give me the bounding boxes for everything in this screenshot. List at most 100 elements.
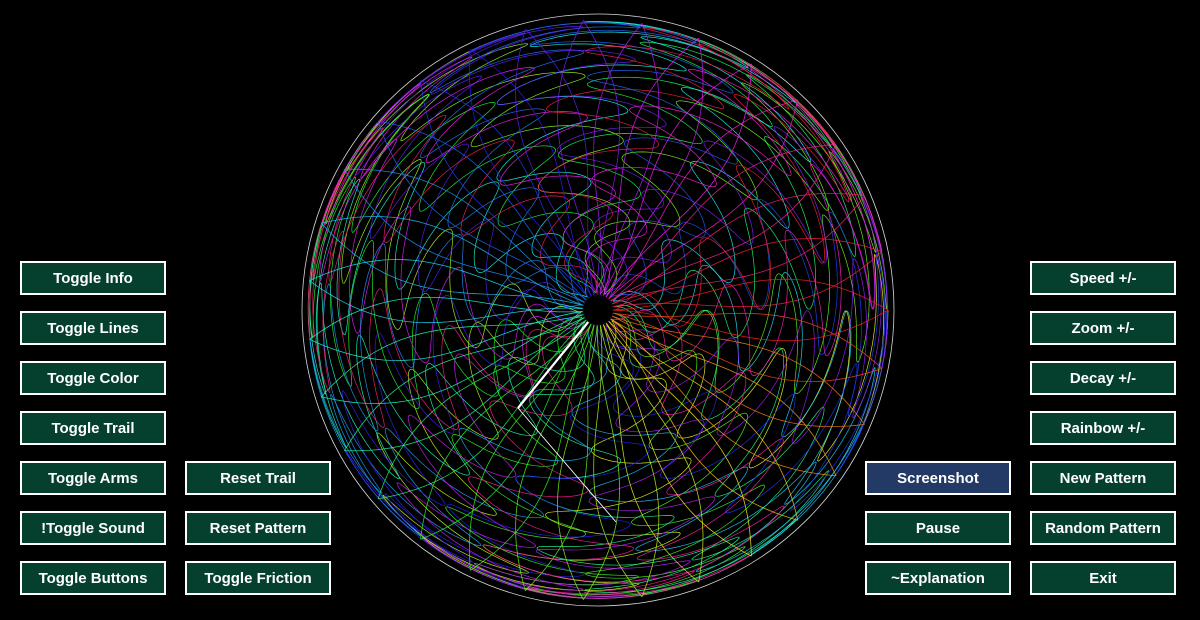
trail-segment xyxy=(418,145,596,294)
toggle-trail-button[interactable]: Toggle Trail xyxy=(20,411,166,445)
petal-line xyxy=(321,313,587,405)
petal-line xyxy=(321,313,587,398)
reset-trail-button[interactable]: Reset Trail xyxy=(185,461,331,495)
trail-segment xyxy=(588,325,705,512)
trail-segment xyxy=(537,106,660,293)
decay-button[interactable]: Decay +/- xyxy=(1030,361,1176,395)
reset-pattern-button[interactable]: Reset Pattern xyxy=(185,511,331,545)
petal-line xyxy=(309,280,587,324)
trail-segment xyxy=(473,496,716,599)
petal-line xyxy=(515,321,596,591)
new-pattern-button[interactable]: New Pattern xyxy=(1030,461,1176,495)
trail-segment xyxy=(325,51,470,303)
trail-segment xyxy=(378,26,637,122)
petal-line xyxy=(609,278,889,311)
explanation-button[interactable]: ~Explanation xyxy=(865,561,1011,595)
trail-segment xyxy=(613,161,790,311)
petal-line xyxy=(603,319,752,557)
petal-line xyxy=(606,99,798,302)
petal-line xyxy=(321,215,587,307)
petal-line xyxy=(607,144,837,304)
trail-segment xyxy=(615,207,809,338)
trail-segment xyxy=(384,493,631,589)
pattern-canvas[interactable] xyxy=(300,10,900,610)
toggle-sound-button[interactable]: !Toggle Sound xyxy=(20,511,166,545)
trail-segment xyxy=(409,292,583,410)
petal-line xyxy=(609,251,883,308)
trail-segment xyxy=(387,234,582,368)
petal-line xyxy=(525,321,596,591)
trail-segment xyxy=(307,246,469,480)
exit-button[interactable]: Exit xyxy=(1030,561,1176,595)
petal-line xyxy=(344,315,588,452)
petal-line xyxy=(377,120,590,303)
petal-line xyxy=(468,320,594,571)
trail-segment xyxy=(309,243,389,494)
petal-line xyxy=(470,320,594,571)
toggle-buttons-button[interactable]: Toggle Buttons xyxy=(20,561,166,595)
petal-line xyxy=(593,23,643,299)
petal-line xyxy=(599,23,660,299)
trail-segment xyxy=(794,103,883,357)
trail-segment xyxy=(307,114,447,339)
zoom-button[interactable]: Zoom +/- xyxy=(1030,311,1176,345)
trail-segment xyxy=(515,327,650,520)
petal-line xyxy=(606,99,799,302)
toggle-lines-button[interactable]: Toggle Lines xyxy=(20,311,166,345)
trail-segment xyxy=(499,111,616,294)
trail-segment xyxy=(471,325,591,498)
trail-segment xyxy=(310,171,389,428)
petal-line xyxy=(344,315,588,451)
petal-line xyxy=(344,169,588,305)
trail-segment xyxy=(611,320,787,441)
petal-line xyxy=(607,316,837,476)
petal-line xyxy=(525,29,596,299)
arm-primary xyxy=(517,309,599,409)
toggle-color-button[interactable]: Toggle Color xyxy=(20,361,166,395)
center-hub xyxy=(582,294,614,326)
petal-line xyxy=(608,314,865,428)
trail-segment xyxy=(417,145,582,320)
rainbow-button[interactable]: Rainbow +/- xyxy=(1030,411,1176,445)
trail-segment xyxy=(396,414,584,596)
petal-line xyxy=(601,37,699,299)
pendulum-arms xyxy=(517,309,617,523)
trail-segment xyxy=(447,108,582,306)
petal-line xyxy=(344,168,588,305)
petal-line xyxy=(321,222,587,307)
trail-segment xyxy=(321,56,535,223)
petal-line xyxy=(377,120,590,303)
screenshot-button[interactable]: Screenshot xyxy=(865,461,1011,495)
trail-segment xyxy=(612,264,803,372)
trail-segment xyxy=(571,325,727,503)
toggle-friction-button[interactable]: Toggle Friction xyxy=(185,561,331,595)
petal-line xyxy=(608,195,865,306)
petal-line xyxy=(609,238,883,308)
petal-line xyxy=(599,321,660,597)
petal-line xyxy=(582,20,620,299)
trail-segment xyxy=(547,320,692,514)
petal-line xyxy=(309,259,587,310)
petal-line xyxy=(603,63,752,301)
trail-segment xyxy=(394,181,587,298)
petal-line xyxy=(557,20,598,299)
toggle-info-button[interactable]: Toggle Info xyxy=(20,261,166,295)
guide-circle xyxy=(301,13,895,607)
trail-segment xyxy=(387,317,591,430)
trail-segment xyxy=(395,289,582,434)
trail-segment xyxy=(470,125,631,295)
arm-secondary xyxy=(517,407,617,523)
random-pattern-button[interactable]: Random Pattern xyxy=(1030,511,1176,545)
toggle-arms-button[interactable]: Toggle Arms xyxy=(20,461,166,495)
pause-button[interactable]: Pause xyxy=(865,511,1011,545)
speed-button[interactable]: Speed +/- xyxy=(1030,261,1176,295)
trail-segment xyxy=(612,229,795,377)
trail-segment xyxy=(603,140,754,295)
trail-segment xyxy=(421,139,598,293)
petal-line xyxy=(593,321,643,597)
trail-segment xyxy=(725,310,887,514)
trail-segment xyxy=(697,43,850,264)
petal-line xyxy=(601,321,699,583)
trail-segment xyxy=(614,273,798,393)
spirograph-trail xyxy=(307,20,889,600)
